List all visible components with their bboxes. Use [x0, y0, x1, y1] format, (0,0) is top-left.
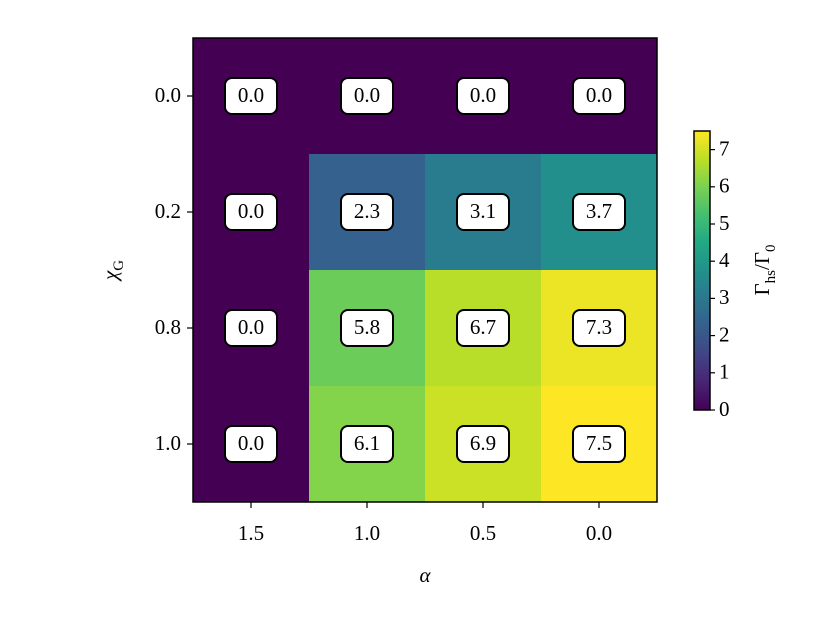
cell-label-box	[340, 425, 394, 463]
cell-label: 3.7	[586, 199, 612, 223]
x-axis-label: α	[419, 563, 431, 587]
colorbar-label-part: 0	[763, 245, 779, 253]
plot-frame	[192, 37, 658, 503]
y-tick-label: 0.8	[155, 315, 181, 339]
y-axis-label: χG	[98, 260, 128, 282]
y-tick-label: 0.0	[155, 83, 181, 107]
x-tick-label: 1.5	[238, 521, 264, 545]
colorbar-label-part: /Γ	[750, 252, 774, 270]
cell-label-box	[224, 309, 278, 347]
colorbar-tick-label: 2	[719, 322, 730, 346]
colorbar-tick-label: 1	[719, 360, 730, 384]
cell-label-box	[456, 309, 510, 347]
y-axis-label-part: χ	[98, 270, 122, 282]
colorbar-label-part: hs	[763, 270, 779, 284]
cell-label: 0.0	[586, 83, 612, 107]
cell-label: 7.3	[586, 315, 612, 339]
cell-label-box	[456, 425, 510, 463]
cell-label-box	[340, 77, 394, 115]
cell-label: 0.0	[238, 83, 264, 107]
colorbar-tick-label: 4	[719, 248, 730, 272]
colorbar	[693, 130, 711, 411]
colorbar-tick-label: 3	[719, 285, 730, 309]
cell-label: 0.0	[238, 431, 264, 455]
colorbar-label-part: Γ	[750, 283, 774, 295]
colorbar-label: Γhs/Γ0	[750, 245, 780, 296]
cell-label-box	[456, 193, 510, 231]
cell-label-box	[224, 193, 278, 231]
cell-label: 3.1	[470, 199, 496, 223]
cell-label: 0.0	[238, 315, 264, 339]
cell-label-box	[572, 77, 626, 115]
cell-label-box	[340, 193, 394, 231]
colorbar-tick-label: 5	[719, 211, 730, 235]
cell-label: 6.9	[470, 431, 496, 455]
cell-label-box	[224, 77, 278, 115]
cell-label: 2.3	[354, 199, 380, 223]
colorbar-tick-label: 0	[719, 397, 730, 421]
y-axis-label-part: G	[111, 260, 127, 271]
cell-label-box	[572, 425, 626, 463]
cell-label: 0.0	[238, 199, 264, 223]
colorbar-tick-label: 6	[719, 174, 730, 198]
colorbar-tick-label: 7	[719, 136, 730, 160]
cell-label: 6.1	[354, 431, 380, 455]
cell-label-box	[572, 193, 626, 231]
cell-label: 5.8	[354, 315, 380, 339]
y-tick-label: 1.0	[155, 431, 181, 455]
cell-label-box	[456, 77, 510, 115]
x-tick-label: 0.0	[586, 521, 612, 545]
cell-label-box	[224, 425, 278, 463]
cell-label-box	[572, 309, 626, 347]
x-tick-label: 1.0	[354, 521, 380, 545]
y-tick-label: 0.2	[155, 199, 181, 223]
cell-label-box	[340, 309, 394, 347]
cell-label: 7.5	[586, 431, 612, 455]
cell-label: 6.7	[470, 315, 496, 339]
cell-label: 0.0	[354, 83, 380, 107]
cell-label: 0.0	[470, 83, 496, 107]
x-tick-label: 0.5	[470, 521, 496, 545]
